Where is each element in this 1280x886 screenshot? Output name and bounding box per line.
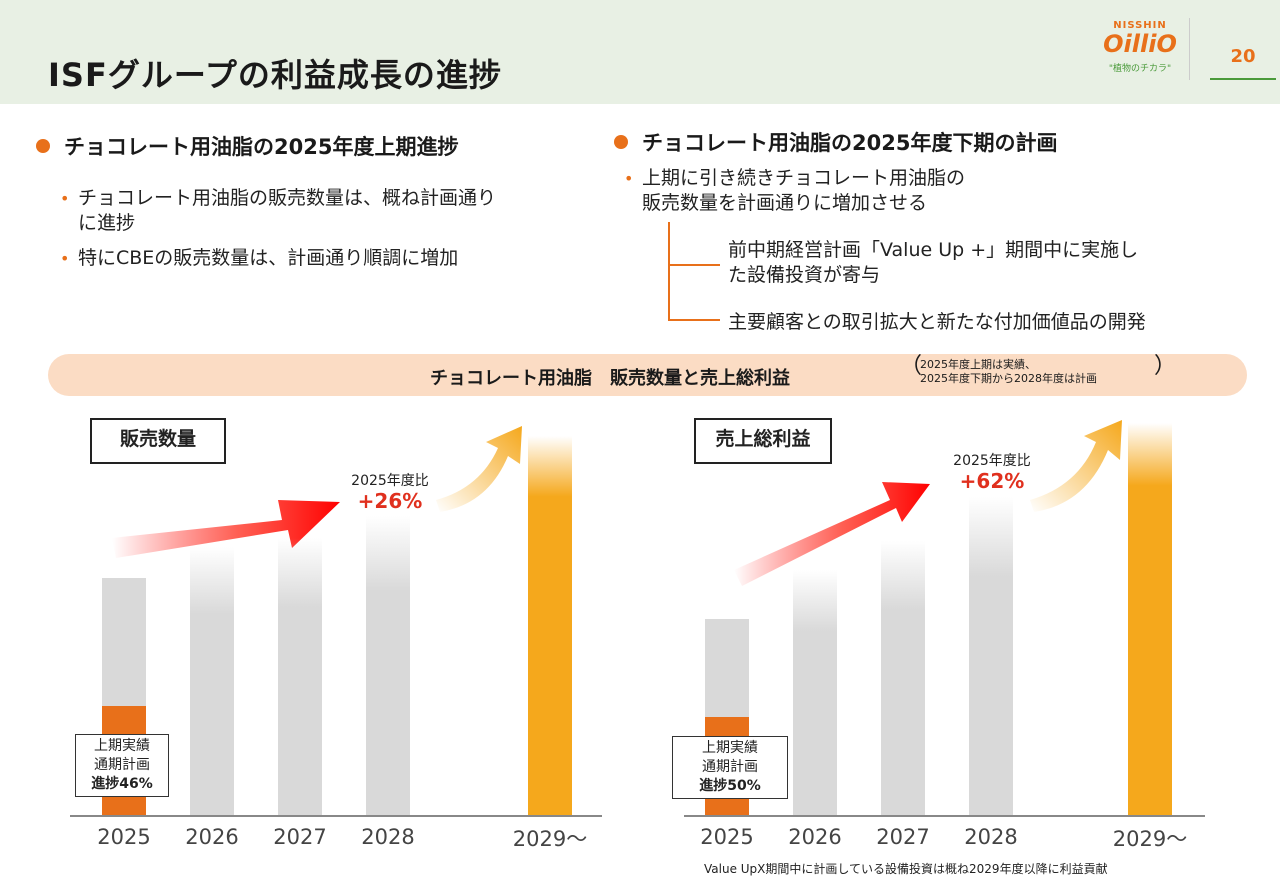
bar-2026 (190, 547, 234, 815)
header-divider (1189, 18, 1190, 80)
chart-left-growth-caption: 2025年度比 (351, 473, 429, 489)
sub-item-1: 前中期経営計画「Value Up +」期間中に実施し た設備投資が寄与 (728, 238, 1138, 288)
chart-baseline (684, 815, 1205, 817)
logo-top-text: NISSHIN (1113, 20, 1167, 31)
left-heading-text: チョコレート用油脂の2025年度上期進捗 (64, 135, 459, 159)
banner-paren-close: ） (1154, 354, 1177, 379)
note-line: 通期計画 (94, 757, 150, 773)
chart-baseline (70, 815, 602, 817)
left-bullet-2: • 特にCBEの販売数量は、計画通り順調に増加 (60, 246, 458, 271)
logo-tagline: "植物のチカラ" (1108, 64, 1172, 74)
bullet-icon: • (60, 189, 70, 208)
chart-left-growth-value: +26% (357, 489, 423, 513)
connector-branch-2 (668, 319, 720, 321)
year-label-2027: 2027 (273, 825, 327, 849)
year-label-2025: 2025 (700, 825, 754, 849)
left-bullet-1-line2: に進捗 (78, 212, 136, 234)
banner-paren-open: （ (900, 354, 923, 379)
year-label-2026: 2026 (185, 825, 239, 849)
note-line: 進捗50% (673, 777, 787, 796)
sub-item-1-line1: 前中期経営計画「Value Up +」期間中に実施し (728, 239, 1139, 261)
bullet-icon: • (624, 169, 634, 188)
right-bullet-1: • 上期に引き続きチョコレート用油脂の 販売数量を計画通りに増加させる (624, 166, 965, 216)
connector-branch-1 (668, 264, 720, 266)
chart-right-note-box: 上期実績 通期計画 進捗50% (672, 736, 788, 799)
left-bullet-2-text: 特にCBEの販売数量は、計画通り順調に増加 (78, 247, 459, 269)
chart-left-note-box: 上期実績 通期計画 進捗46% (75, 734, 169, 797)
bullet-dot-icon (36, 139, 50, 153)
bullet-dot-icon (614, 135, 628, 149)
yellow-growth-arrow-right (1030, 420, 1122, 512)
sub-item-2: 主要顧客との取引拡大と新たな付加価値品の開発 (728, 311, 1146, 333)
bar-2028 (969, 497, 1013, 815)
right-bullet-line2: 販売数量を計画通りに増加させる (642, 192, 928, 214)
red-growth-arrow-right (734, 482, 930, 586)
page-title: ISFグループの利益成長の進捗 (48, 56, 502, 94)
footnote: Value UpX期間中に計画している設備投資は概ね2029年度以降に利益貢献 (704, 862, 1108, 876)
bar-2028 (366, 516, 410, 815)
left-bullet-1-line1: チョコレート用油脂の販売数量は、概ね計画通り (78, 187, 497, 209)
note-line: 通期計画 (702, 759, 758, 775)
year-label-2029: 2029～ (512, 827, 588, 851)
page-number: 20 (1230, 46, 1256, 67)
chart-left-label: 販売数量 (90, 418, 226, 464)
note-line: 上期実績 (702, 740, 758, 756)
chart-banner (48, 354, 1247, 396)
right-bullet-line1: 上期に引き続きチョコレート用油脂の (642, 167, 966, 189)
header-band (0, 0, 1280, 104)
page-number-underline (1210, 78, 1276, 80)
year-label-2025: 2025 (97, 825, 151, 849)
note-line: 上期実績 (94, 738, 150, 754)
chart-right-label: 売上総利益 (694, 418, 832, 464)
company-logo: NISSHIN OilliO "植物のチカラ" (1098, 20, 1182, 74)
year-label-2026: 2026 (788, 825, 842, 849)
logo-wordmark: OilliO (1103, 30, 1177, 58)
bullet-icon: • (60, 249, 70, 268)
yellow-growth-arrow-left (436, 426, 522, 512)
chart-right-growth-value: +62% (959, 469, 1025, 493)
bar-2026 (793, 570, 837, 815)
banner-note-line2: 2025年度下期から2028年度は計画 (920, 372, 1097, 385)
year-label-2029: 2029～ (1112, 827, 1188, 851)
left-section-heading: チョコレート用油脂の2025年度上期進捗 (36, 131, 458, 161)
bar-2027 (881, 540, 925, 815)
year-label-2028: 2028 (964, 825, 1018, 849)
year-label-2027: 2027 (876, 825, 930, 849)
banner-title: チョコレート用油脂 販売数量と売上総利益 (430, 368, 790, 389)
note-line: 進捗46% (76, 775, 168, 794)
bar-2029 (528, 435, 572, 815)
bar-2027 (278, 537, 322, 815)
right-section-heading: チョコレート用油脂の2025年度下期の計画 (614, 127, 1057, 157)
year-label-2028: 2028 (361, 825, 415, 849)
sub-item-1-line2: た設備投資が寄与 (728, 264, 881, 286)
connector-vertical (668, 222, 670, 320)
progress-text: 進捗50% (699, 778, 761, 794)
progress-text: 進捗46% (91, 776, 153, 792)
left-bullet-1: • チョコレート用油脂の販売数量は、概ね計画通り に進捗 (60, 186, 496, 236)
chart-right-growth-caption: 2025年度比 (953, 453, 1031, 469)
bar-2029 (1128, 423, 1172, 815)
right-heading-text: チョコレート用油脂の2025年度下期の計画 (642, 131, 1058, 155)
red-growth-arrow-left (112, 500, 340, 558)
banner-note-line1: 2025年度上期は実績、 (920, 358, 1036, 371)
